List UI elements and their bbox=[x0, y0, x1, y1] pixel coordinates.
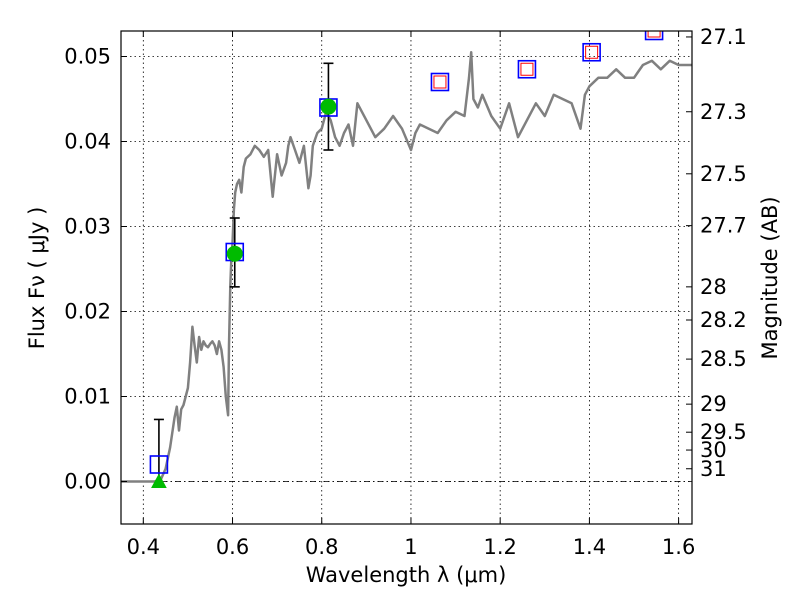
y-tick-label: 0.05 bbox=[64, 45, 111, 69]
x-axis-label: Wavelength λ (μm) bbox=[306, 563, 507, 587]
model-square-marker bbox=[582, 42, 601, 62]
right-tick-label: 27.5 bbox=[700, 162, 747, 186]
right-tick-label: 28 bbox=[700, 275, 727, 299]
observed-circle-marker bbox=[226, 245, 243, 262]
right-tick-label: 28.5 bbox=[700, 347, 747, 371]
right-tick-label: 30 bbox=[700, 438, 727, 462]
right-tick-label: 29 bbox=[700, 392, 727, 416]
red-square-marker bbox=[647, 31, 661, 38]
ticks bbox=[121, 31, 692, 524]
right-axis-label: Magnitude (AB) bbox=[758, 196, 782, 359]
right-tick-label: 28.2 bbox=[700, 308, 747, 332]
x-tick-label: 1.6 bbox=[662, 535, 695, 559]
sed-line bbox=[121, 50, 692, 483]
red-square-marker bbox=[433, 75, 447, 89]
grid bbox=[121, 31, 692, 524]
x-tick-label: 0.6 bbox=[216, 535, 249, 559]
sed-curve bbox=[121, 50, 692, 483]
markers bbox=[149, 31, 664, 488]
right-tick-label: 31 bbox=[700, 457, 727, 481]
model-square-marker bbox=[517, 59, 537, 79]
x-tick-label: 1 bbox=[404, 535, 417, 559]
observed-triangle-marker bbox=[151, 473, 167, 488]
x-tick-label: 0.8 bbox=[305, 535, 338, 559]
x-tick-label: 1.2 bbox=[483, 535, 516, 559]
y-tick-labels: 0.00 0.01 0.02 0.03 0.04 0.05 bbox=[64, 45, 111, 494]
y-tick-label: 0.00 bbox=[64, 470, 111, 494]
y-tick-label: 0.03 bbox=[64, 215, 111, 239]
y-tick-label: 0.01 bbox=[64, 385, 111, 409]
y-axis-label: Flux Fν ( μJy ) bbox=[25, 207, 49, 350]
y-tick-label: 0.02 bbox=[64, 300, 111, 324]
right-tick-label: 27.3 bbox=[700, 100, 747, 124]
model-square-marker bbox=[430, 72, 450, 92]
y-tick-label: 0.04 bbox=[64, 130, 111, 154]
red-square-marker bbox=[585, 45, 599, 59]
x-tick-label: 0.4 bbox=[127, 535, 160, 559]
red-square-marker bbox=[520, 62, 534, 76]
plot-frame bbox=[120, 30, 693, 525]
right-tick-label: 27.7 bbox=[700, 214, 747, 238]
x-tick-label: 1.4 bbox=[573, 535, 606, 559]
observed-circle-marker bbox=[320, 98, 337, 115]
model-square-marker bbox=[644, 31, 664, 41]
right-tick-label: 27.1 bbox=[700, 25, 747, 49]
right-tick-label: 29.5 bbox=[700, 420, 747, 444]
model-square-marker bbox=[149, 455, 169, 474]
x-tick-labels: 0.4 0.6 0.8 1 1.2 1.4 1.6 bbox=[127, 535, 696, 559]
